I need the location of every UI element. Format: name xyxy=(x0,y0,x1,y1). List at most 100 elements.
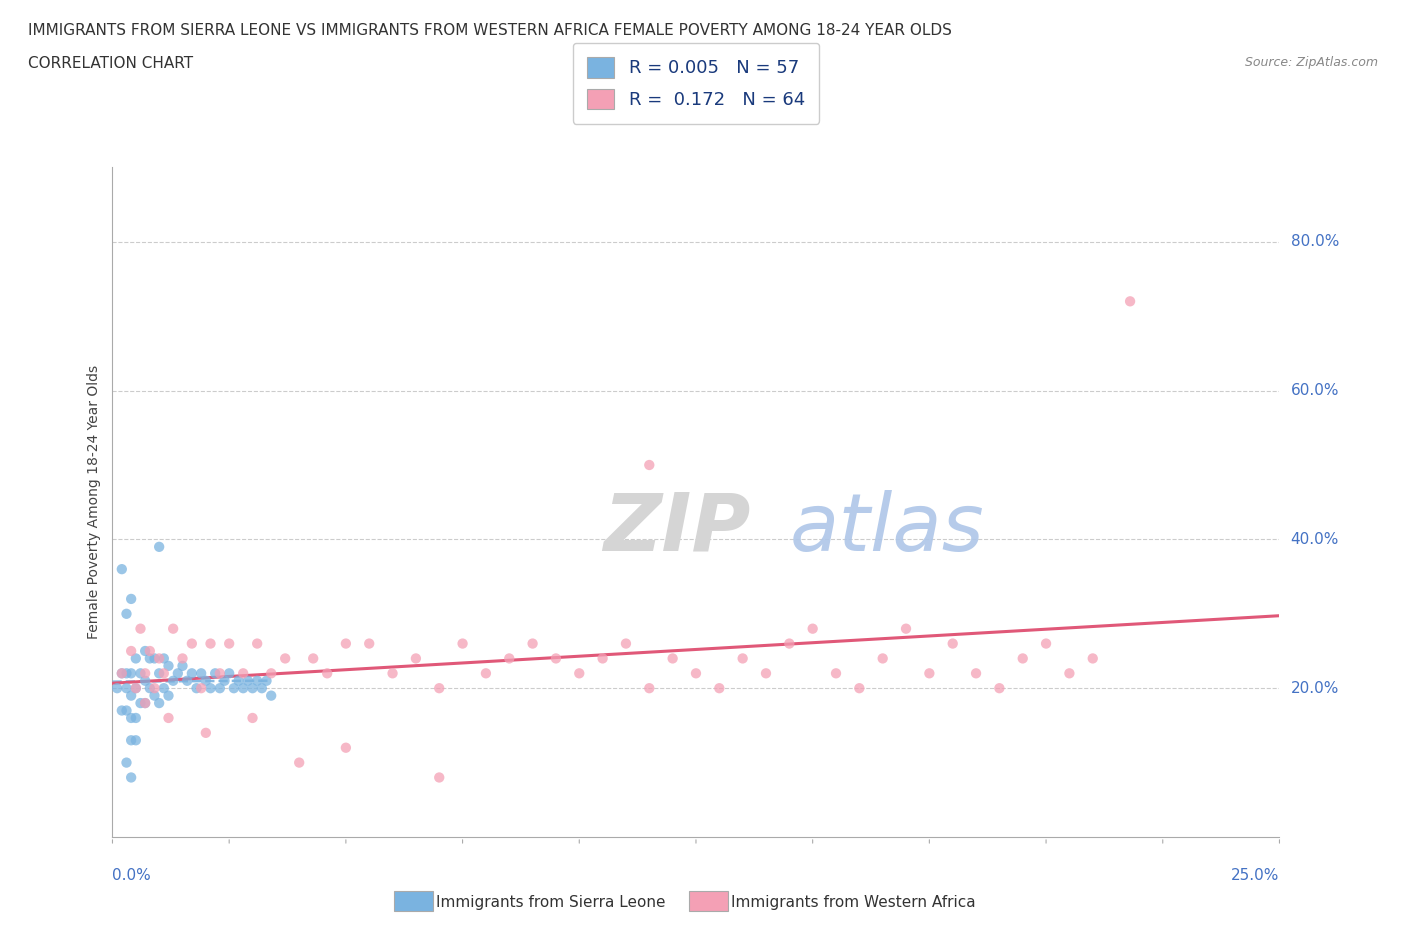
Point xyxy=(111,666,134,681)
Point xyxy=(274,651,297,666)
Point xyxy=(232,666,254,681)
Point xyxy=(153,651,176,666)
Point xyxy=(157,711,180,725)
Point xyxy=(129,621,152,636)
Point xyxy=(115,666,138,681)
Point xyxy=(134,666,156,681)
Point xyxy=(190,666,212,681)
Point xyxy=(801,621,824,636)
Point xyxy=(638,458,661,472)
Point xyxy=(115,703,138,718)
Text: atlas: atlas xyxy=(789,490,984,568)
Point xyxy=(778,636,800,651)
Point xyxy=(427,770,450,785)
Point xyxy=(335,636,357,651)
Point xyxy=(256,673,278,688)
Text: 0.0%: 0.0% xyxy=(112,868,152,883)
Text: 60.0%: 60.0% xyxy=(1291,383,1339,398)
Point xyxy=(359,636,381,651)
Point xyxy=(134,673,156,688)
Point xyxy=(125,681,148,696)
Point xyxy=(568,666,591,681)
Point xyxy=(120,770,142,785)
Point xyxy=(157,688,180,703)
Point xyxy=(592,651,614,666)
Point xyxy=(232,681,254,696)
Point xyxy=(134,696,156,711)
Point xyxy=(200,636,222,651)
Text: ZIP: ZIP xyxy=(603,490,749,568)
Point xyxy=(180,666,202,681)
Point xyxy=(685,666,707,681)
Point xyxy=(302,651,325,666)
Point xyxy=(709,681,731,696)
Point xyxy=(522,636,544,651)
Point xyxy=(246,636,269,651)
Text: IMMIGRANTS FROM SIERRA LEONE VS IMMIGRANTS FROM WESTERN AFRICA FEMALE POVERTY AM: IMMIGRANTS FROM SIERRA LEONE VS IMMIGRAN… xyxy=(28,23,952,38)
Point xyxy=(115,755,138,770)
Point xyxy=(148,539,170,554)
Point xyxy=(120,733,142,748)
Point xyxy=(166,666,188,681)
Point xyxy=(194,673,217,688)
Point xyxy=(731,651,754,666)
Point xyxy=(218,636,240,651)
Point xyxy=(125,711,148,725)
Point xyxy=(1059,666,1081,681)
Point xyxy=(451,636,474,651)
Point xyxy=(120,644,142,658)
Point xyxy=(316,666,339,681)
Point xyxy=(427,681,450,696)
Text: CORRELATION CHART: CORRELATION CHART xyxy=(28,56,193,71)
Point xyxy=(194,725,217,740)
Point xyxy=(148,651,170,666)
Point xyxy=(335,740,357,755)
Point xyxy=(242,681,264,696)
Point xyxy=(544,651,567,666)
Point xyxy=(143,651,166,666)
Point xyxy=(176,673,198,688)
Point xyxy=(236,673,259,688)
Point xyxy=(120,666,142,681)
Point xyxy=(894,621,917,636)
Point xyxy=(250,681,273,696)
Point xyxy=(120,688,142,703)
Point xyxy=(242,711,264,725)
Point xyxy=(125,651,148,666)
Point xyxy=(148,666,170,681)
Point xyxy=(134,644,156,658)
Point xyxy=(246,673,269,688)
Point xyxy=(260,688,283,703)
Point xyxy=(825,666,848,681)
Point xyxy=(180,636,202,651)
Point xyxy=(125,681,148,696)
Point xyxy=(848,681,870,696)
Point xyxy=(111,703,134,718)
Point xyxy=(260,666,283,681)
Point xyxy=(214,673,236,688)
Point xyxy=(157,658,180,673)
Point xyxy=(153,681,176,696)
Point xyxy=(200,681,222,696)
Point xyxy=(755,666,778,681)
Point xyxy=(872,651,894,666)
Point xyxy=(115,606,138,621)
Point xyxy=(208,681,231,696)
Point xyxy=(153,666,176,681)
Point xyxy=(288,755,311,770)
Point xyxy=(988,681,1011,696)
Point xyxy=(965,666,987,681)
Point xyxy=(143,688,166,703)
Point xyxy=(405,651,427,666)
Point xyxy=(120,591,142,606)
Point xyxy=(222,681,245,696)
Point xyxy=(638,681,661,696)
Point xyxy=(1119,294,1142,309)
Text: Source: ZipAtlas.com: Source: ZipAtlas.com xyxy=(1244,56,1378,69)
Point xyxy=(918,666,941,681)
Text: 20.0%: 20.0% xyxy=(1291,681,1339,696)
Point xyxy=(125,733,148,748)
Point xyxy=(381,666,404,681)
Point xyxy=(143,681,166,696)
Point xyxy=(139,651,162,666)
